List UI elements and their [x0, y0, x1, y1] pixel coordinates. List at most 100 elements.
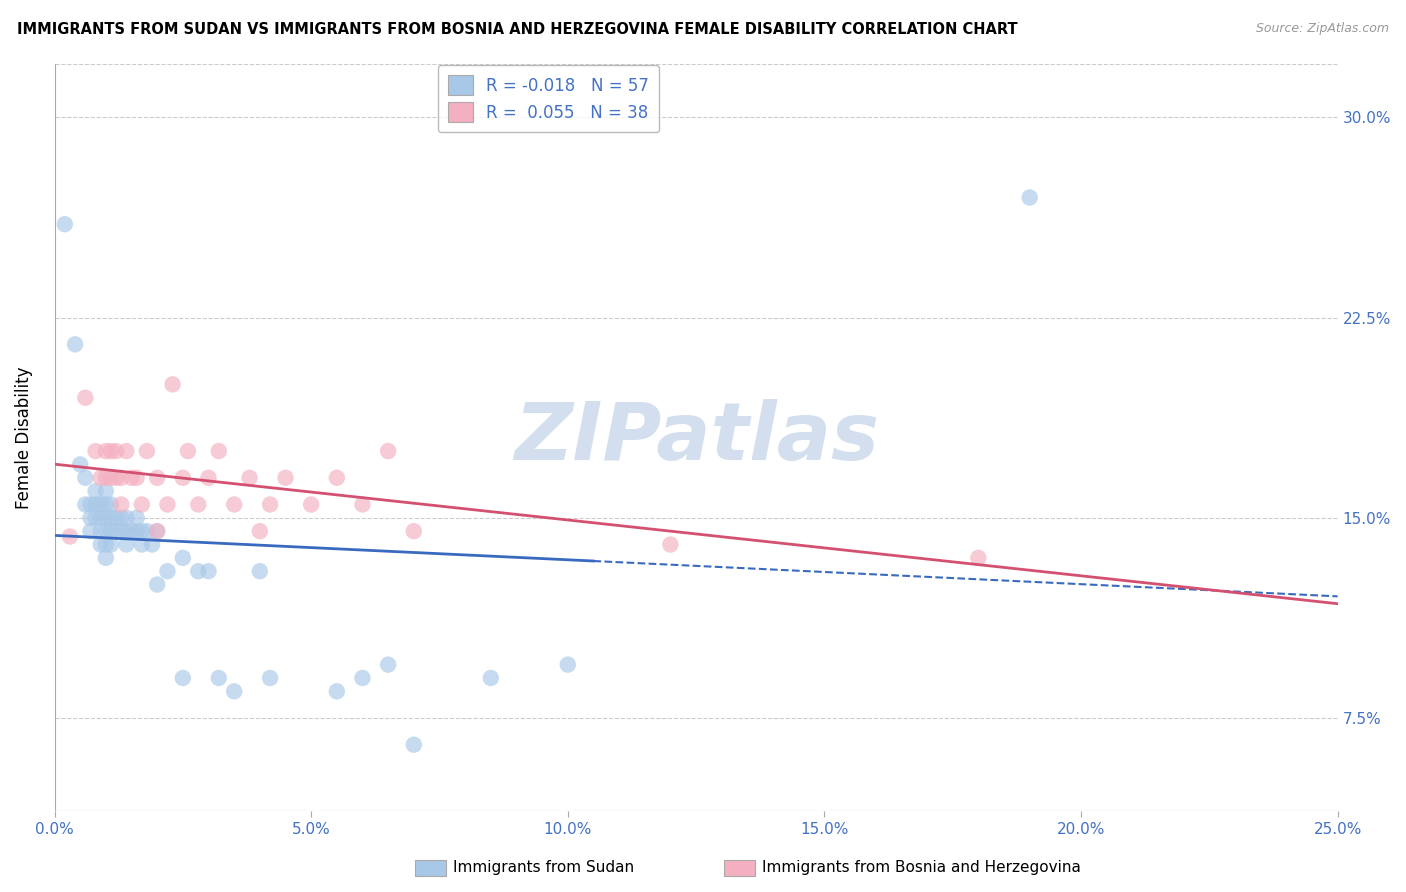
Point — [110, 471, 132, 485]
Point — [259, 498, 281, 512]
Point — [90, 498, 112, 512]
Point — [146, 577, 169, 591]
Point — [131, 524, 153, 538]
Point — [105, 511, 128, 525]
Point — [69, 458, 91, 472]
Point — [121, 524, 143, 538]
Point — [125, 471, 148, 485]
Point — [131, 498, 153, 512]
Point — [967, 550, 990, 565]
Point — [172, 550, 194, 565]
Point — [53, 217, 76, 231]
Point — [135, 444, 157, 458]
Point — [105, 524, 128, 538]
Text: Immigrants from Sudan: Immigrants from Sudan — [453, 861, 634, 875]
Point — [121, 471, 143, 485]
Point — [299, 498, 322, 512]
Point — [84, 484, 107, 499]
Text: ZIPatlas: ZIPatlas — [513, 399, 879, 476]
Point — [115, 524, 138, 538]
Point — [94, 484, 117, 499]
Point — [249, 524, 271, 538]
Point — [79, 524, 101, 538]
Point — [125, 511, 148, 525]
Point — [100, 511, 122, 525]
Point — [177, 444, 200, 458]
Point — [115, 511, 138, 525]
Point — [146, 471, 169, 485]
Point — [1018, 190, 1040, 204]
Point — [274, 471, 297, 485]
Point — [238, 471, 260, 485]
Text: IMMIGRANTS FROM SUDAN VS IMMIGRANTS FROM BOSNIA AND HERZEGOVINA FEMALE DISABILIT: IMMIGRANTS FROM SUDAN VS IMMIGRANTS FROM… — [17, 22, 1018, 37]
Point — [100, 524, 122, 538]
Point — [110, 524, 132, 538]
Point — [100, 537, 122, 551]
Point — [90, 471, 112, 485]
Point — [162, 377, 184, 392]
Point — [79, 511, 101, 525]
Point — [94, 550, 117, 565]
Point — [125, 524, 148, 538]
Point — [100, 498, 122, 512]
Point — [187, 564, 209, 578]
Point — [135, 524, 157, 538]
Point — [94, 511, 117, 525]
Point — [146, 524, 169, 538]
Point — [59, 529, 82, 543]
Point — [249, 564, 271, 578]
Point — [402, 524, 425, 538]
Point — [197, 471, 219, 485]
Text: Immigrants from Bosnia and Herzegovina: Immigrants from Bosnia and Herzegovina — [762, 861, 1081, 875]
Point — [402, 738, 425, 752]
Point — [90, 537, 112, 551]
Point — [377, 657, 399, 672]
Point — [94, 498, 117, 512]
Point — [557, 657, 579, 672]
Point — [110, 498, 132, 512]
Point — [479, 671, 502, 685]
Point — [224, 498, 246, 512]
Point — [75, 498, 97, 512]
Point — [172, 671, 194, 685]
Point — [208, 671, 231, 685]
Point — [63, 337, 86, 351]
Point — [131, 537, 153, 551]
Point — [352, 671, 374, 685]
Point — [115, 537, 138, 551]
Point — [326, 684, 349, 698]
Point — [75, 471, 97, 485]
Point — [377, 444, 399, 458]
Point — [156, 564, 179, 578]
Point — [94, 537, 117, 551]
Y-axis label: Female Disability: Female Disability — [15, 367, 32, 509]
Point — [90, 524, 112, 538]
Point — [208, 444, 231, 458]
Point — [187, 498, 209, 512]
Text: Source: ZipAtlas.com: Source: ZipAtlas.com — [1256, 22, 1389, 36]
Point — [115, 444, 138, 458]
Point — [146, 524, 169, 538]
Point — [224, 684, 246, 698]
Point — [110, 511, 132, 525]
Point — [100, 444, 122, 458]
Point — [79, 498, 101, 512]
Point — [326, 471, 349, 485]
Point — [94, 524, 117, 538]
Point — [105, 444, 128, 458]
Point — [105, 471, 128, 485]
Point — [659, 537, 682, 551]
Legend: R = -0.018   N = 57, R =  0.055   N = 38: R = -0.018 N = 57, R = 0.055 N = 38 — [437, 65, 659, 132]
Point — [94, 471, 117, 485]
Point — [172, 471, 194, 485]
Point — [75, 391, 97, 405]
Point — [352, 498, 374, 512]
Point — [141, 537, 163, 551]
Point — [84, 511, 107, 525]
Point — [156, 498, 179, 512]
Point — [100, 471, 122, 485]
Point — [94, 444, 117, 458]
Point — [259, 671, 281, 685]
Point — [84, 498, 107, 512]
Point — [84, 444, 107, 458]
